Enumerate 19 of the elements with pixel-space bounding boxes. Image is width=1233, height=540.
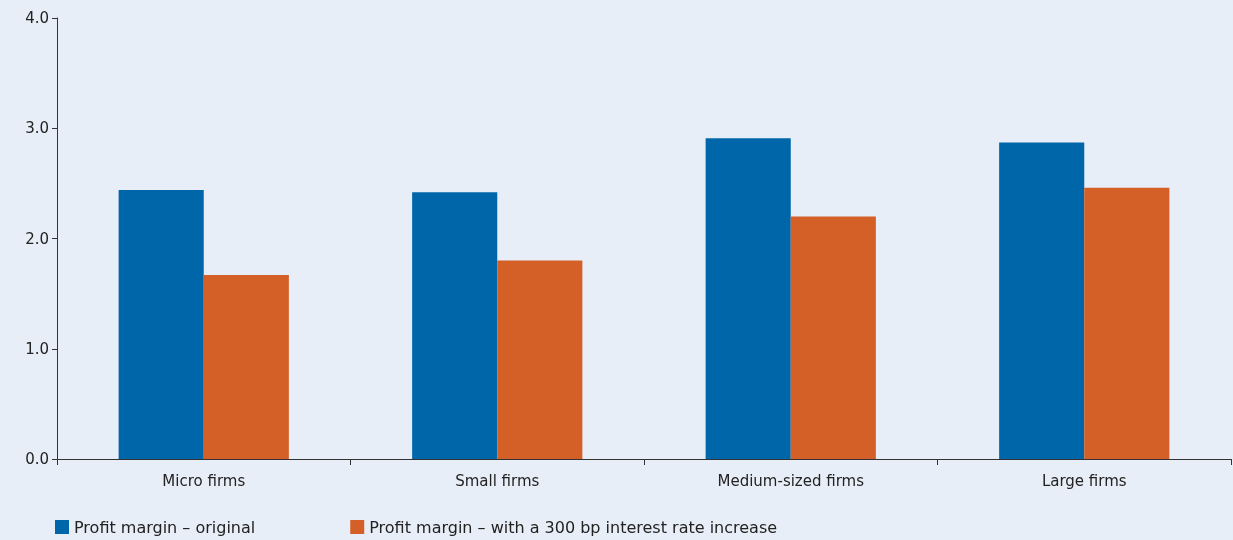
x-tick-label: Small firms (455, 471, 540, 490)
bar (203, 274, 289, 459)
x-tick-label: Large firms (1041, 471, 1127, 490)
x-tick-label: Micro firms (162, 471, 246, 490)
bar (790, 216, 876, 459)
x-tick-label: Medium-sized firms (717, 471, 865, 490)
legend-label: Profit margin – original (74, 517, 256, 537)
bar (999, 142, 1085, 459)
legend-label: Profit margin – with a 300 bp interest rate increase (369, 517, 778, 537)
bar (118, 189, 204, 459)
bar (705, 138, 791, 459)
bar (1084, 187, 1170, 459)
bar (497, 260, 583, 459)
y-tick-label: 2.0 (25, 229, 49, 248)
y-tick-label: 3.0 (25, 119, 49, 138)
y-tick-label: 0.0 (25, 450, 49, 468)
y-tick-label: 1.0 (25, 339, 49, 358)
bar (412, 192, 498, 459)
y-tick-label: 4.0 (25, 9, 49, 27)
